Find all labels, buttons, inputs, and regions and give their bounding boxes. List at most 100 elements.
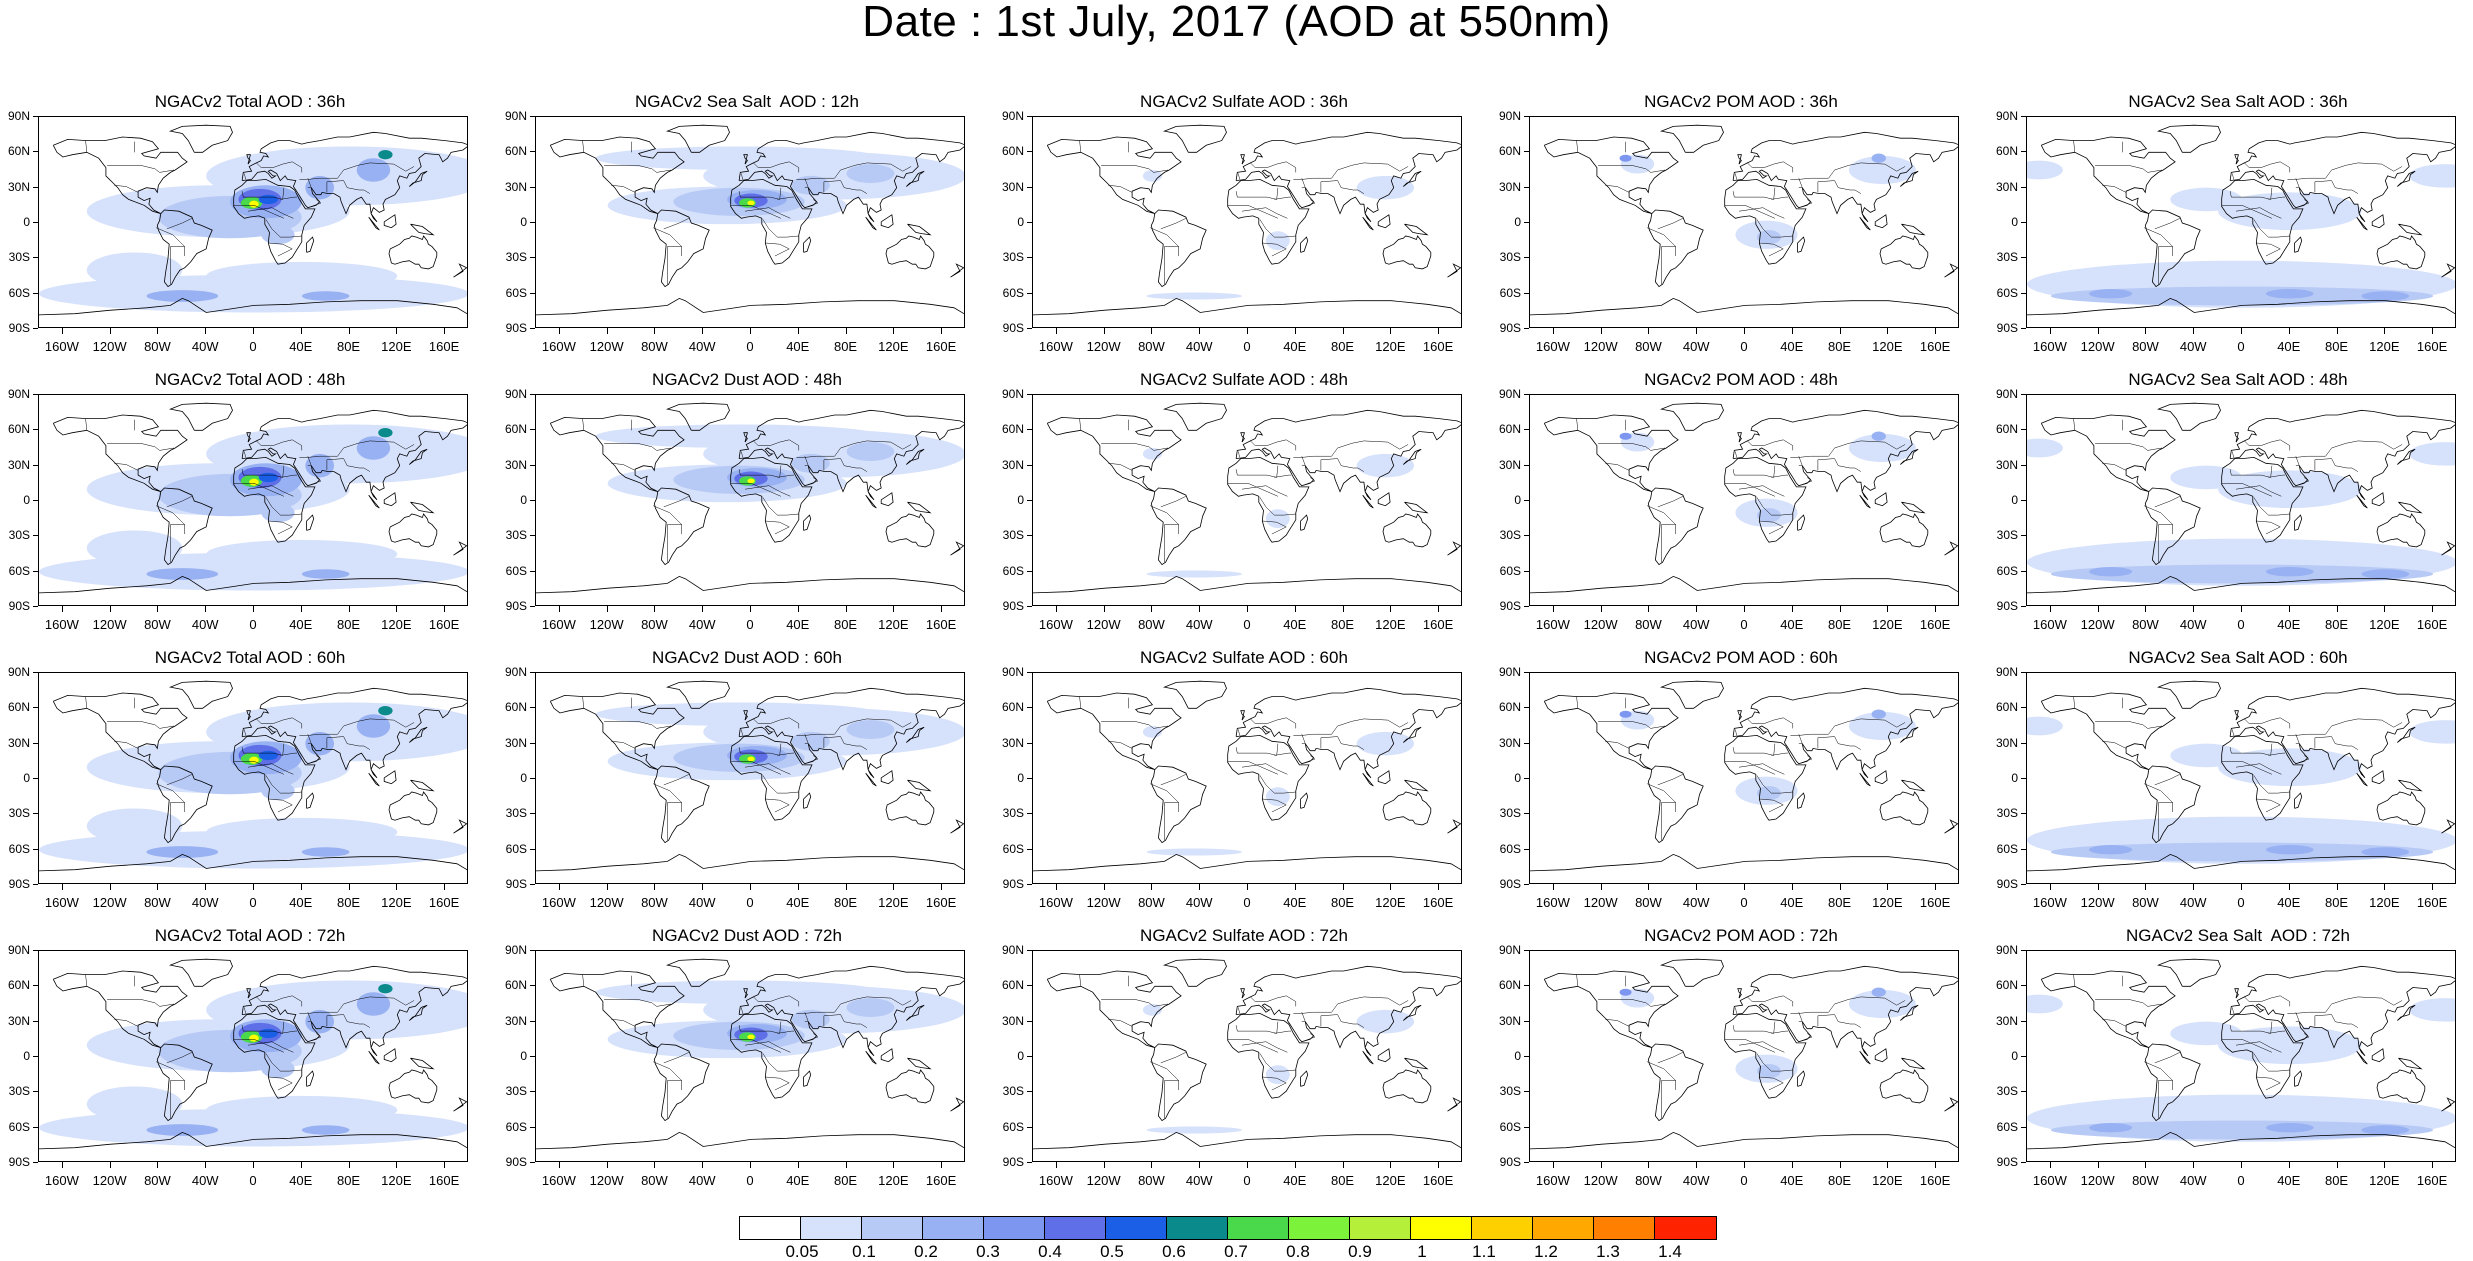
- country-border: [1238, 729, 1240, 736]
- latitude-tick: [1524, 535, 1529, 537]
- country-border: [1657, 496, 1684, 508]
- longitude-label: 0: [1740, 895, 1748, 910]
- country-border: [1241, 763, 1288, 775]
- longitude-label: 120W: [1086, 895, 1121, 910]
- latitude-tick: [1524, 848, 1529, 850]
- coastline: [2040, 414, 2176, 492]
- country-border: [582, 140, 585, 153]
- country-border: [2295, 456, 2300, 466]
- map-plot-area: [1032, 394, 1462, 606]
- longitude-label: 160W: [44, 339, 79, 354]
- longitude-tick: [300, 1162, 302, 1168]
- latitude-tick: [2021, 742, 2026, 744]
- latitude-tick: [2021, 1126, 2026, 1128]
- longitude-tick: [2432, 1162, 2434, 1168]
- map-panel: NGACv2 Dust AOD : 48h 90N 60N 30N 0 30S 60S 90S…: [497, 370, 997, 642]
- coastline: [1874, 1048, 1888, 1063]
- panel-title: NGACv2 Total AOD : 48h: [154, 370, 346, 389]
- longitude-label: 160W: [2032, 895, 2067, 910]
- panel-title: NGACv2 Total AOD : 36h: [154, 92, 346, 111]
- latitude-label: 30S: [1002, 806, 1024, 821]
- map-panel: NGACv2 Sea Salt AOD : 72h 90N 60N 30N 0 30S 60…: [1988, 926, 2473, 1198]
- coastline: [1874, 492, 1888, 507]
- coastline: [2356, 494, 2368, 509]
- latitude-label: 30S: [505, 806, 527, 821]
- latitude-label: 30N: [1995, 457, 2018, 472]
- coastline: [1901, 1057, 1926, 1070]
- coastline: [1530, 297, 1958, 316]
- longitude-tick: [1648, 1162, 1650, 1168]
- longitude-tick: [606, 606, 608, 612]
- aod-plume: [595, 980, 883, 1004]
- longitude-label: 120E: [381, 617, 412, 632]
- longitude-label: 160E: [1422, 339, 1454, 354]
- coastline: [1362, 1050, 1374, 1065]
- country-border: [2287, 996, 2403, 1014]
- country-border: [2144, 505, 2173, 525]
- coastline: [453, 541, 467, 556]
- country-border: [1759, 1076, 1784, 1091]
- country-border: [1647, 505, 1676, 525]
- longitude-label: 0: [1243, 895, 1251, 910]
- coastline: [1362, 772, 1374, 787]
- longitude-label: 40E: [289, 1173, 313, 1188]
- coastline: [1227, 456, 1310, 543]
- latitude-label: 60S: [505, 841, 527, 856]
- aod-plume: [356, 992, 391, 1016]
- country-border: [2253, 497, 2290, 516]
- country-border: [804, 755, 819, 764]
- country-border: [1732, 465, 1776, 478]
- longitude-tick: [2336, 606, 2338, 612]
- longitude-label: 120E: [2369, 1173, 2400, 1188]
- latitude-tick: [530, 1020, 535, 1022]
- coastline: [2027, 853, 2455, 872]
- longitude-tick: [300, 606, 302, 612]
- longitude-label: 80W: [144, 1173, 171, 1188]
- longitude-label: 80E: [833, 1173, 858, 1188]
- aod-plume: [1871, 153, 1886, 163]
- latitude-label: 30S: [1996, 806, 2018, 821]
- country-border: [85, 974, 88, 987]
- aod-plume: [206, 1095, 398, 1125]
- country-border: [2287, 718, 2403, 736]
- latitude-tick: [1524, 672, 1529, 673]
- map-panel: NGACv2 POM AOD : 36h 90N 60N 30N 0 30S 60S 90S 1…: [1491, 92, 1991, 364]
- coastline: [368, 1050, 380, 1065]
- longitude-tick: [2097, 328, 2099, 334]
- latitude-label: 90N: [1498, 109, 1521, 123]
- longitude-tick: [2097, 606, 2099, 612]
- country-border: [1576, 418, 1579, 431]
- aod-plume: [2361, 291, 2410, 301]
- latitude-label: 60N: [1498, 422, 1521, 437]
- coastline: [2156, 402, 2221, 431]
- longitude-label: 120W: [2080, 339, 2115, 354]
- coastline: [1647, 487, 1704, 566]
- country-border: [1262, 1076, 1287, 1091]
- coastline: [2356, 1050, 2368, 1065]
- coastline: [1543, 692, 1679, 770]
- country-border: [2314, 458, 2359, 472]
- map-plot-area: [38, 950, 468, 1162]
- longitude-label: 40E: [1283, 617, 1307, 632]
- latitude-tick: [1524, 116, 1529, 117]
- latitude-tick: [33, 394, 38, 395]
- country-border: [1108, 741, 1133, 749]
- coastline: [1300, 1070, 1309, 1087]
- aod-plume: [2409, 164, 2455, 188]
- latitude-tick: [1027, 222, 1032, 223]
- panel-title: NGACv2 Sulfate AOD : 48h: [1140, 370, 1348, 389]
- longitude-label: 0: [1243, 1173, 1251, 1188]
- longitude-label: 120W: [589, 895, 624, 910]
- country-border: [2314, 1014, 2359, 1028]
- latitude-tick: [1027, 1020, 1032, 1022]
- latitude-tick: [530, 151, 535, 153]
- longitude-tick: [157, 328, 159, 334]
- longitude-tick: [396, 1162, 398, 1168]
- longitude-label: 120E: [1872, 617, 1903, 632]
- country-border: [1250, 995, 1297, 1007]
- coastline: [665, 958, 730, 987]
- longitude-label: 0: [249, 895, 257, 910]
- longitude-label: 40E: [289, 895, 313, 910]
- longitude-tick: [1390, 1162, 1392, 1168]
- longitude-tick: [1935, 328, 1937, 334]
